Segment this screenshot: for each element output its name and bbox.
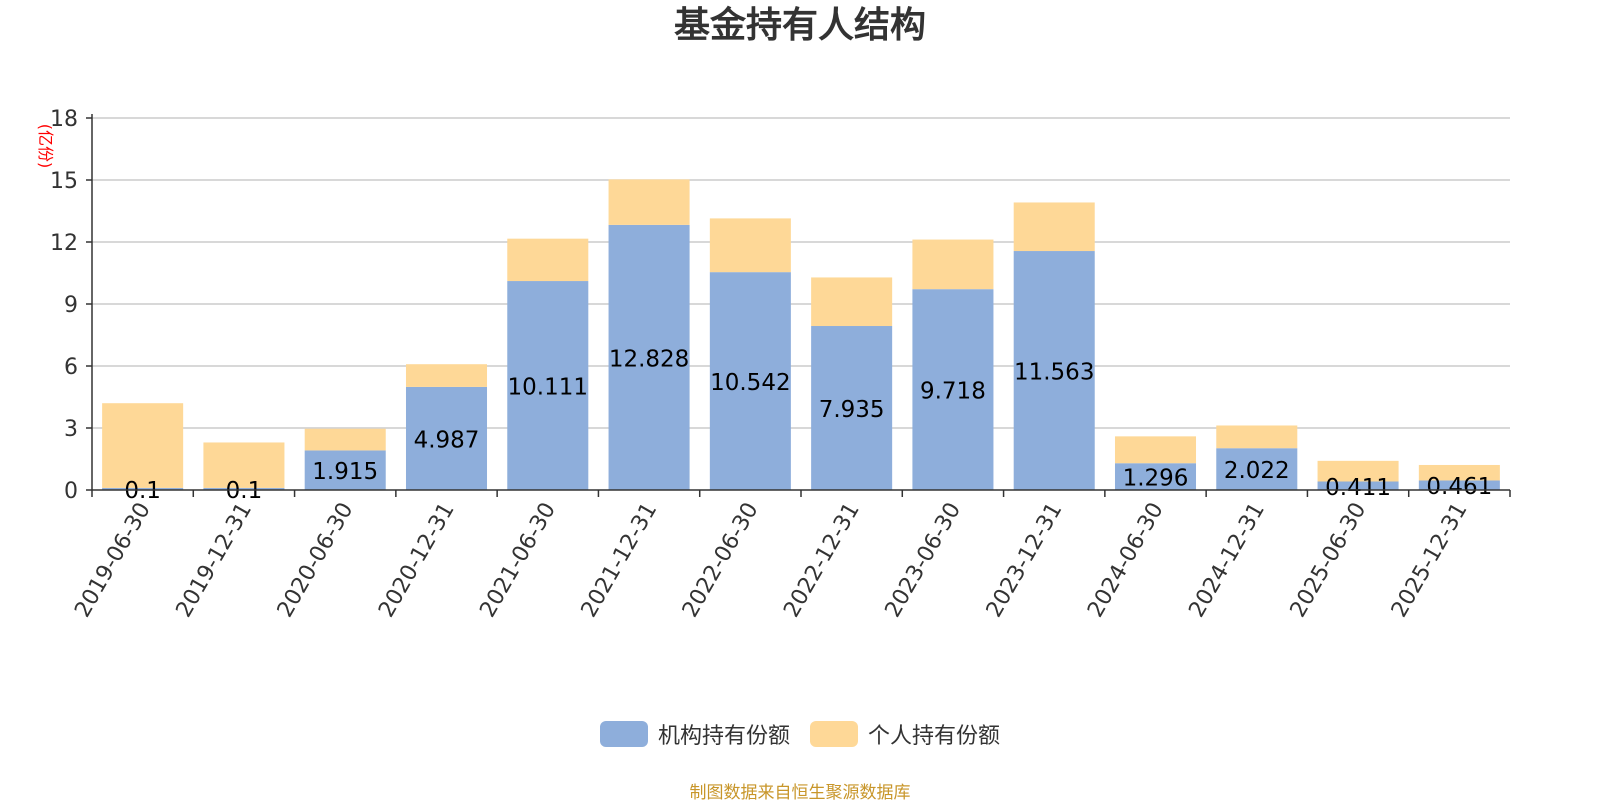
data-label-institutional: 11.563	[1014, 360, 1094, 386]
bar-individual	[203, 442, 285, 488]
data-label-institutional: 0.1	[124, 478, 161, 504]
bar-individual	[811, 277, 893, 327]
x-tick-label: 2019-12-31	[172, 499, 258, 622]
bar-individual	[912, 239, 994, 290]
data-label-institutional: 10.111	[508, 375, 588, 401]
data-label-institutional: 2.022	[1224, 458, 1290, 484]
bar-individual	[1317, 460, 1399, 482]
x-tick-label: 2022-06-30	[678, 499, 764, 622]
data-label-institutional: 0.461	[1426, 474, 1492, 500]
bar-individual	[709, 218, 791, 273]
y-tick-label: 9	[64, 293, 78, 318]
bar-institutional	[1418, 480, 1500, 490]
data-label-institutional: 1.296	[1123, 466, 1189, 492]
x-tick-label: 2019-06-30	[70, 499, 156, 622]
bar-institutional	[709, 272, 791, 490]
x-tick-label: 2023-12-31	[982, 499, 1068, 622]
stacked-bar-chart: 0 3 6 9 12 15 18 0.1 0.1 1.915 4.987 10.111 12.828 10…	[36, 107, 1511, 622]
legend-label-individual: 个人持有份额	[868, 724, 1001, 749]
x-tick-label: 2024-12-31	[1184, 499, 1270, 622]
data-label-institutional: 12.828	[609, 346, 689, 372]
bar-individual	[608, 179, 690, 225]
x-tick-label: 2025-06-30	[1286, 499, 1372, 622]
x-tick-label: 2025-12-31	[1387, 499, 1473, 622]
bar-individual	[1418, 464, 1500, 481]
bar-institutional	[1216, 448, 1298, 490]
x-tick-label: 2020-12-31	[374, 499, 460, 622]
data-source-note: 制图数据来自恒生聚源数据库	[689, 783, 911, 803]
bar-individual	[102, 403, 184, 488]
x-tick-label: 2023-06-30	[881, 499, 967, 622]
data-label-institutional: 9.718	[920, 379, 986, 405]
bar-institutional	[1317, 481, 1399, 490]
y-tick-label: 0	[64, 479, 78, 504]
bar-individual	[1114, 436, 1197, 464]
legend: 机构持有份额 个人持有份额	[0, 718, 1600, 750]
y-tick-label: 15	[50, 169, 78, 194]
bar-individual	[1013, 202, 1095, 252]
bar-institutional	[1013, 251, 1095, 490]
x-tick-label: 2022-12-31	[779, 499, 865, 622]
x-tick-label: 2024-06-30	[1083, 499, 1169, 622]
bar-institutional	[405, 386, 488, 490]
data-label-institutional: 4.987	[414, 427, 480, 453]
data-label-institutional: 0.411	[1325, 475, 1391, 501]
bar-institutional	[608, 224, 690, 490]
bar-institutional	[912, 289, 994, 490]
y-axis-label: (亿份)	[36, 124, 55, 169]
data-label-institutional: 7.935	[819, 397, 885, 423]
legend-swatch-institutional	[599, 721, 648, 747]
bar-individual	[1216, 425, 1298, 449]
y-tick-label: 3	[64, 417, 78, 442]
y-tick-label: 12	[50, 231, 78, 256]
x-tick-label: 2021-06-30	[475, 499, 561, 622]
chart-title: 基金持有人结构	[673, 5, 926, 46]
bar-institutional	[507, 281, 589, 490]
data-label-institutional: 1.915	[312, 459, 378, 485]
legend-item-institutional[interactable]: 机构持有份额	[599, 718, 790, 750]
data-label-institutional: 0.1	[226, 478, 263, 504]
bar-institutional	[811, 326, 893, 490]
y-tick-label: 6	[64, 355, 78, 380]
bar-institutional	[304, 450, 386, 490]
bar-individual	[507, 238, 589, 282]
bar-institutional	[1114, 463, 1197, 490]
bar-institutional	[203, 487, 285, 490]
bar-individual	[304, 428, 386, 451]
bar-institutional	[102, 487, 184, 490]
legend-swatch-individual	[810, 721, 858, 747]
legend-item-individual[interactable]: 个人持有份额	[810, 718, 1000, 750]
x-tick-label: 2021-12-31	[577, 499, 663, 622]
legend-label-institutional: 机构持有份额	[657, 724, 790, 749]
x-tick-label: 2020-06-30	[273, 499, 359, 622]
data-label-institutional: 10.542	[710, 370, 790, 396]
bar-individual	[405, 364, 488, 387]
y-tick-label: 18	[50, 107, 78, 132]
